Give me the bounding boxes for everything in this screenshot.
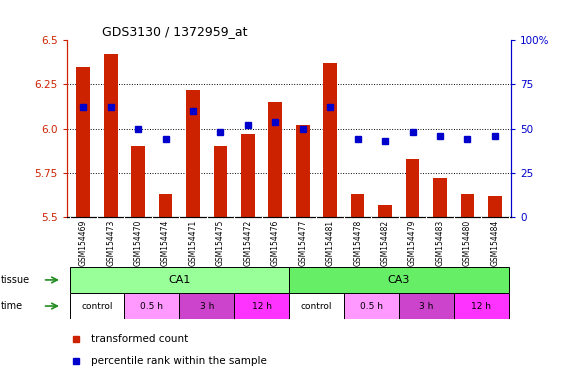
Bar (70, 293, 124, 319)
Text: 3 h: 3 h (419, 301, 433, 311)
Bar (77, 67, 90, 217)
Bar (461, 194, 474, 217)
Bar (214, 146, 227, 217)
Bar (241, 134, 254, 217)
Text: control: control (301, 301, 332, 311)
Text: 12 h: 12 h (252, 301, 271, 311)
Text: GSM154478: GSM154478 (353, 220, 362, 266)
Bar (406, 159, 419, 217)
Bar (296, 125, 310, 217)
Text: GSM154482: GSM154482 (381, 220, 390, 266)
Bar (454, 293, 508, 319)
Bar (180, 293, 234, 319)
Bar (159, 194, 173, 217)
Text: GSM154480: GSM154480 (463, 220, 472, 266)
Bar (289, 267, 508, 293)
Text: GSM154473: GSM154473 (106, 220, 115, 266)
Text: time: time (1, 301, 23, 311)
Text: GSM154484: GSM154484 (490, 220, 499, 266)
Bar (289, 293, 344, 319)
Bar (378, 205, 392, 217)
Bar (104, 55, 117, 217)
Text: tissue: tissue (1, 275, 30, 285)
Bar (131, 146, 145, 217)
Text: 0.5 h: 0.5 h (141, 301, 163, 311)
Bar (186, 90, 200, 217)
Bar (324, 63, 337, 217)
Text: transformed count: transformed count (91, 334, 188, 344)
Bar (344, 293, 399, 319)
Text: GSM154469: GSM154469 (79, 220, 88, 266)
Text: GSM154477: GSM154477 (298, 220, 307, 266)
Bar (433, 178, 447, 217)
Text: GSM154476: GSM154476 (271, 220, 280, 266)
Text: GSM154475: GSM154475 (216, 220, 225, 266)
Text: GSM154474: GSM154474 (161, 220, 170, 266)
Bar (124, 293, 180, 319)
Text: 12 h: 12 h (471, 301, 491, 311)
Text: GSM154471: GSM154471 (188, 220, 198, 266)
Bar (70, 267, 289, 293)
Text: GSM154483: GSM154483 (435, 220, 444, 266)
Text: GSM154470: GSM154470 (134, 220, 143, 266)
Text: GSM154481: GSM154481 (326, 220, 335, 266)
Text: 0.5 h: 0.5 h (360, 301, 383, 311)
Bar (268, 102, 282, 217)
Text: GSM154472: GSM154472 (243, 220, 252, 266)
Bar (351, 194, 364, 217)
Bar (399, 293, 454, 319)
Text: 3 h: 3 h (199, 301, 214, 311)
Text: CA3: CA3 (388, 275, 410, 285)
Bar (488, 196, 501, 217)
Bar (234, 293, 289, 319)
Text: GDS3130 / 1372959_at: GDS3130 / 1372959_at (102, 25, 248, 38)
Text: percentile rank within the sample: percentile rank within the sample (91, 356, 267, 366)
Text: control: control (81, 301, 113, 311)
Text: CA1: CA1 (168, 275, 191, 285)
Text: GSM154479: GSM154479 (408, 220, 417, 266)
